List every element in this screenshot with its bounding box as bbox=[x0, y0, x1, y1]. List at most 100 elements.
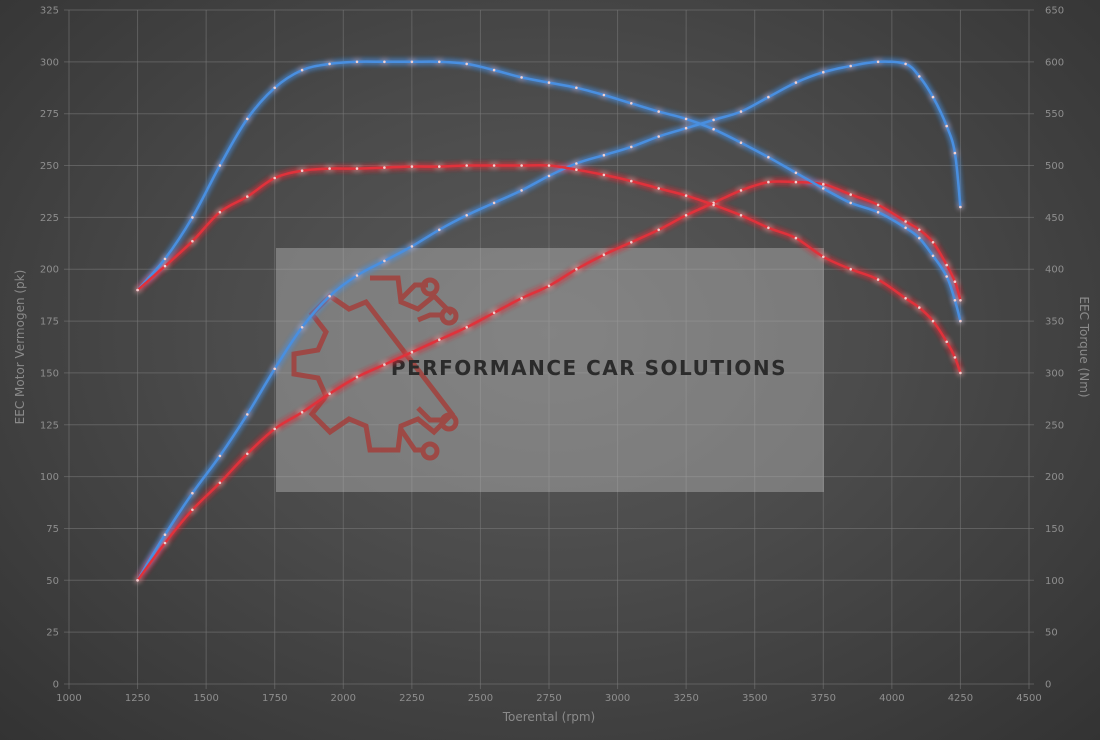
series-4-point bbox=[575, 168, 578, 171]
x-tick-label: 4500 bbox=[1016, 693, 1041, 704]
x-tick-label: 3250 bbox=[673, 693, 698, 704]
series-1-point bbox=[931, 95, 935, 99]
watermark-panel bbox=[276, 248, 824, 492]
series-2-point bbox=[630, 241, 633, 244]
right-y-tick-label: 650 bbox=[1045, 6, 1064, 17]
series-4-point bbox=[684, 194, 688, 197]
series-2-point bbox=[520, 297, 523, 300]
series-1-point bbox=[630, 145, 633, 149]
series-lines bbox=[136, 60, 962, 582]
series-2-point bbox=[218, 481, 222, 485]
grid-lines bbox=[64, 9, 1034, 689]
series-4-point bbox=[246, 195, 249, 198]
series-4-point bbox=[492, 164, 496, 167]
series-4-point bbox=[918, 306, 921, 309]
series-3-point bbox=[191, 216, 194, 219]
x-tick-label: 1500 bbox=[193, 693, 218, 704]
left-y-tick-label: 75 bbox=[46, 524, 59, 535]
left-y-axis-ticks: 0 25 50 75 100 125 150 175 200 225 250 275 300 325 bbox=[40, 6, 59, 691]
x-tick-label: 3000 bbox=[605, 693, 630, 704]
series-3-point bbox=[876, 210, 880, 214]
watermark-text: PERFORMANCE CAR SOLUTIONS bbox=[391, 356, 787, 380]
series-3-point bbox=[383, 60, 386, 64]
series-1-point bbox=[465, 214, 469, 217]
series-1-point bbox=[767, 95, 770, 99]
series-3-point bbox=[822, 187, 825, 190]
series-2-point bbox=[904, 220, 907, 223]
series-line-1 bbox=[136, 60, 962, 582]
right-y-tick-label: 150 bbox=[1045, 524, 1064, 535]
x-tick-label: 1750 bbox=[262, 693, 287, 704]
series-1-point bbox=[739, 110, 743, 113]
series-3-point bbox=[328, 62, 331, 66]
right-y-axis-title: EEC Torque (Nm) bbox=[1077, 296, 1091, 397]
series-1-point bbox=[575, 162, 578, 165]
series-2-point bbox=[163, 541, 167, 545]
series-1-point bbox=[410, 245, 414, 248]
series-1-point bbox=[547, 174, 551, 178]
series-4-point bbox=[794, 236, 798, 240]
series-3-point bbox=[602, 93, 606, 97]
series-3-point bbox=[794, 171, 798, 175]
gear-circuit-logo-icon bbox=[291, 275, 459, 461]
series-2-point bbox=[953, 280, 957, 284]
left-y-tick-label: 25 bbox=[46, 628, 59, 639]
series-2-point bbox=[945, 263, 948, 267]
x-tick-label: 4250 bbox=[948, 693, 973, 704]
x-tick-label: 1000 bbox=[56, 693, 81, 704]
series-2-point bbox=[136, 579, 139, 582]
x-tick-label: 2750 bbox=[536, 693, 561, 704]
series-2-point bbox=[438, 338, 441, 342]
series-2-point bbox=[246, 452, 249, 456]
x-axis-ticks: 1000 1250 1500 1750 2000 2250 2500 2750 3000 3250… bbox=[56, 693, 1041, 704]
series-line-4 bbox=[136, 163, 962, 375]
series-1-point bbox=[492, 201, 496, 205]
right-y-tick-label: 450 bbox=[1045, 213, 1064, 224]
series-3-point bbox=[438, 60, 441, 64]
series-3-point bbox=[218, 164, 222, 167]
series-2-point bbox=[822, 182, 825, 186]
series-1-point bbox=[904, 62, 907, 66]
series-1-point bbox=[602, 153, 606, 157]
series-3-point bbox=[712, 127, 715, 131]
series-2-point bbox=[465, 326, 469, 329]
series-3-point bbox=[355, 60, 359, 64]
series-4-point bbox=[602, 173, 606, 177]
x-tick-label: 2000 bbox=[331, 693, 356, 704]
right-y-tick-label: 350 bbox=[1045, 317, 1064, 328]
series-2-point bbox=[575, 267, 578, 271]
right-y-tick-label: 400 bbox=[1045, 265, 1064, 276]
left-y-tick-label: 325 bbox=[40, 6, 59, 17]
series-3-point bbox=[767, 155, 770, 159]
right-y-tick-label: 550 bbox=[1045, 109, 1064, 120]
series-2-point bbox=[300, 411, 304, 414]
series-3-point bbox=[410, 60, 414, 64]
right-y-tick-label: 100 bbox=[1045, 576, 1064, 587]
series-3-point bbox=[520, 76, 523, 79]
series-4-point bbox=[136, 288, 139, 292]
series-1-point bbox=[822, 70, 825, 74]
right-y-tick-label: 0 bbox=[1045, 680, 1051, 691]
left-y-tick-label: 125 bbox=[40, 420, 59, 431]
right-y-tick-label: 200 bbox=[1045, 472, 1064, 483]
left-y-axis-title: EEC Motor Vermogen (pk) bbox=[13, 270, 27, 425]
left-y-tick-label: 275 bbox=[40, 109, 59, 120]
series-1-point bbox=[712, 118, 715, 122]
left-y-tick-label: 200 bbox=[40, 265, 59, 276]
series-4-point bbox=[410, 165, 414, 168]
series-4-point bbox=[218, 210, 222, 214]
series-1-point bbox=[876, 60, 880, 64]
right-y-axis-ticks: 0 50 100 150 200 250 300 350 400 450 500 550 600 650 bbox=[1045, 6, 1064, 691]
series-4-point bbox=[945, 340, 948, 344]
series-1-point bbox=[191, 491, 194, 495]
series-3-point bbox=[273, 86, 277, 90]
series-4-point bbox=[876, 278, 880, 281]
series-3-point bbox=[300, 68, 304, 72]
series-2-point bbox=[355, 375, 359, 379]
left-y-tick-label: 0 bbox=[53, 680, 59, 691]
series-3-point bbox=[465, 62, 469, 66]
series-2-point bbox=[328, 392, 331, 396]
series-4-point bbox=[657, 187, 660, 190]
series-2-point bbox=[657, 228, 660, 232]
